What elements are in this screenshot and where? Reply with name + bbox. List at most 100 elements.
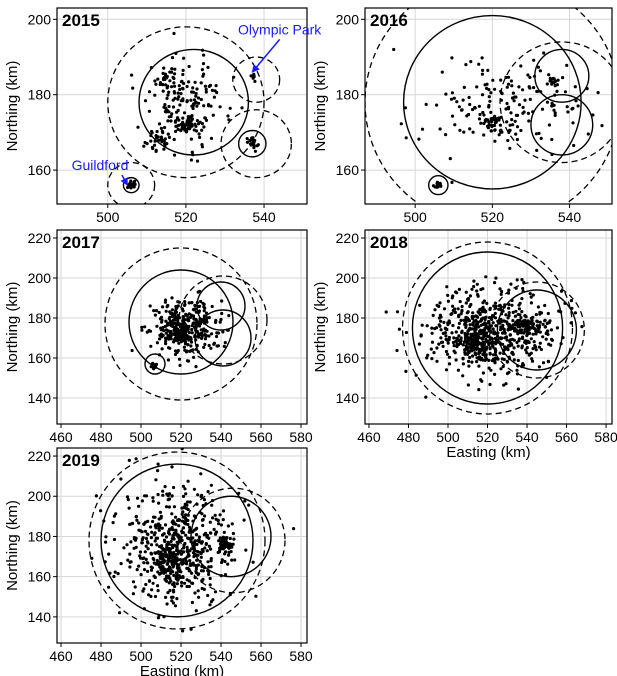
- data-point: [180, 538, 184, 543]
- data-point: [230, 558, 234, 562]
- data-point: [503, 303, 507, 307]
- data-point: [171, 588, 176, 592]
- data-point: [161, 71, 165, 75]
- data-point: [475, 289, 479, 293]
- data-point: [499, 312, 504, 316]
- data-point: [517, 85, 521, 89]
- data-point: [161, 548, 165, 552]
- data-point: [184, 562, 189, 566]
- annotation-arrow: [120, 174, 128, 187]
- data-point: [174, 129, 178, 133]
- data-point: [139, 573, 143, 577]
- data-point: [224, 550, 228, 554]
- data-point: [158, 572, 162, 576]
- data-point: [543, 319, 547, 323]
- data-point: [150, 131, 154, 135]
- data-point: [203, 514, 207, 518]
- data-point: [198, 289, 202, 293]
- data-point: [130, 348, 134, 353]
- data-point: [464, 63, 468, 67]
- data-point: [166, 93, 170, 97]
- data-point: [245, 140, 249, 144]
- data-point: [454, 358, 458, 362]
- data-point: [144, 544, 148, 548]
- data-point: [478, 312, 482, 317]
- data-point: [537, 365, 542, 369]
- data-point: [170, 67, 174, 71]
- data-point: [251, 140, 255, 144]
- data-point: [461, 374, 465, 378]
- data-point: [194, 338, 198, 342]
- data-point: [204, 311, 209, 315]
- data-point: [156, 523, 160, 527]
- data-point: [227, 314, 231, 318]
- data-point: [125, 495, 130, 499]
- data-point: [187, 330, 191, 335]
- data-point: [135, 568, 139, 572]
- data-point: [170, 595, 174, 600]
- data-point: [172, 91, 177, 95]
- data-point: [181, 316, 185, 320]
- data-point: [167, 329, 171, 333]
- data-point: [444, 133, 448, 137]
- data-point: [444, 92, 448, 96]
- data-point: [540, 107, 545, 111]
- data-point: [209, 136, 214, 140]
- data-point: [172, 81, 176, 85]
- data-point: [159, 315, 164, 319]
- data-point: [168, 310, 172, 314]
- data-point: [467, 319, 471, 323]
- x-tick-label: 540: [515, 429, 539, 445]
- data-point: [538, 320, 542, 324]
- data-point: [527, 340, 531, 345]
- data-point: [521, 324, 525, 328]
- data-point: [169, 119, 173, 123]
- data-point: [476, 310, 480, 314]
- data-point: [177, 536, 181, 540]
- data-point: [514, 329, 519, 333]
- data-point: [533, 345, 538, 349]
- data-point: [488, 347, 492, 351]
- data-point: [518, 318, 522, 323]
- data-point: [213, 89, 217, 93]
- data-point: [155, 341, 159, 345]
- data-point: [471, 339, 475, 343]
- x-tick-label: 460: [49, 648, 73, 664]
- data-point: [489, 119, 493, 123]
- data-point: [469, 302, 473, 307]
- data-point: [194, 609, 198, 613]
- data-point: [176, 91, 180, 95]
- data-point: [501, 364, 505, 369]
- data-point: [477, 347, 481, 351]
- dashed-boundary: [499, 41, 612, 164]
- data-point: [420, 323, 424, 327]
- data-point: [199, 495, 203, 499]
- data-point: [156, 550, 160, 554]
- data-point: [193, 307, 197, 311]
- data-point: [167, 104, 171, 109]
- y-tick-label: 200: [28, 488, 52, 504]
- data-point: [188, 500, 192, 504]
- data-point: [461, 362, 465, 366]
- data-point: [199, 81, 203, 85]
- data-point: [487, 358, 491, 362]
- data-point: [170, 512, 174, 516]
- data-point: [506, 107, 511, 111]
- data-point: [164, 595, 168, 600]
- data-point: [460, 330, 464, 335]
- data-point: [471, 354, 475, 358]
- data-point: [187, 537, 191, 541]
- data-point: [454, 339, 458, 343]
- data-point: [573, 85, 577, 89]
- data-point: [243, 499, 247, 503]
- data-point: [167, 135, 171, 139]
- data-point: [145, 532, 149, 536]
- data-point: [523, 98, 527, 102]
- data-point: [158, 545, 162, 549]
- data-point: [198, 120, 202, 124]
- data-point: [133, 585, 137, 589]
- data-point: [185, 99, 189, 103]
- data-point: [186, 549, 191, 553]
- data-point: [220, 299, 224, 303]
- data-point: [494, 324, 498, 328]
